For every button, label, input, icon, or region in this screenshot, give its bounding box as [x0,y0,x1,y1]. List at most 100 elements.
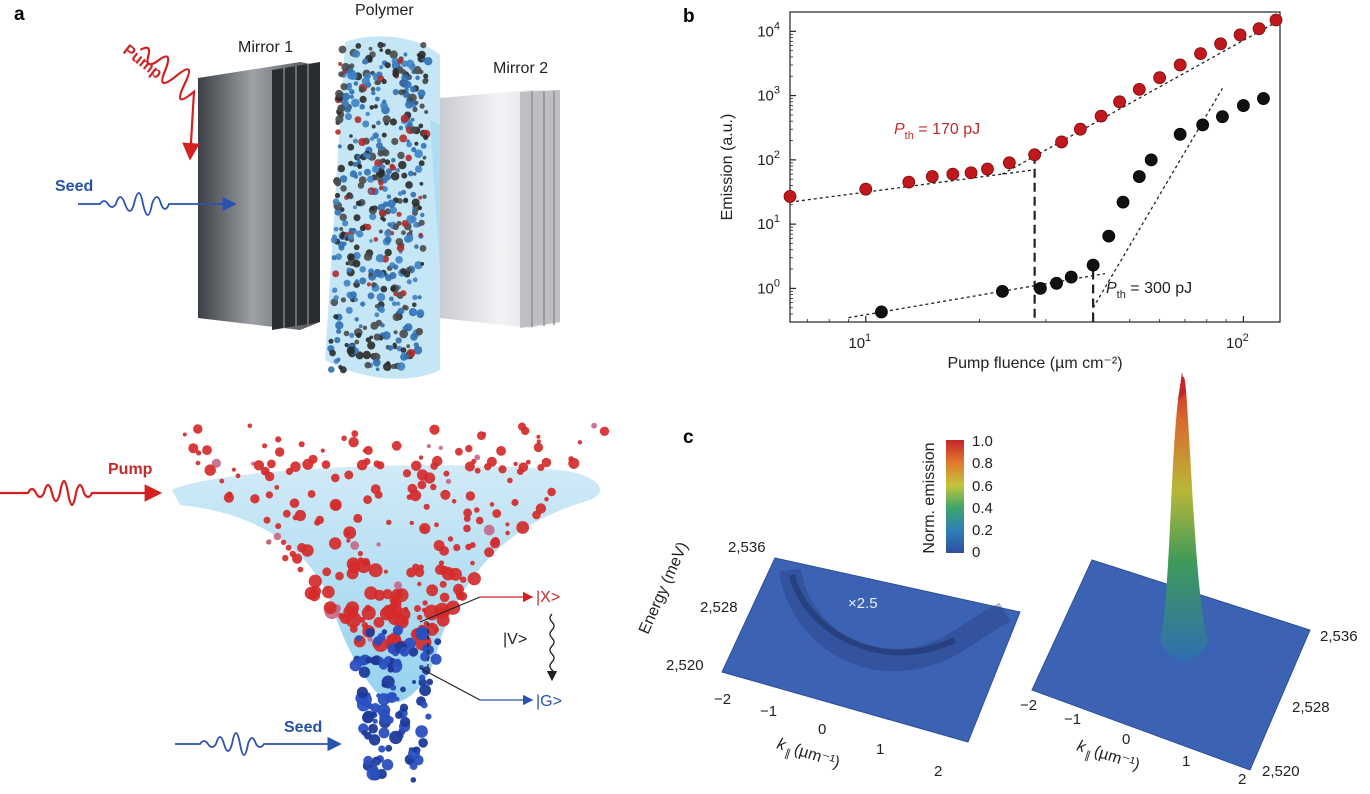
k-tick-right: −1 [1064,711,1081,728]
vibrational-relaxation-arrow [546,613,558,682]
panel-label-a: a [14,4,25,25]
data-point-black [1050,276,1063,290]
data-point-black [995,284,1009,298]
energy-tick-right: 2,536 [1320,628,1358,645]
panel-c: c Norm. emission 1.0 0.8 0.6 0.4 0.2 0 ×… [636,372,1358,788]
data-point-red [1153,71,1167,85]
state-g-label: |G> [536,693,562,710]
data-point-red [1233,28,1247,42]
seed-label-upper: Seed [55,178,93,195]
polymer-particles [327,41,433,374]
k-tick-left: 1 [876,741,884,758]
k-tick-left: 0 [818,721,826,738]
energy-tick-left: 2,520 [666,657,704,674]
data-point-black [875,305,888,319]
x-tick-label: 102 [1226,332,1249,352]
data-point-red [1113,95,1126,109]
threshold-annotation: Pth = 300 pJ [1106,280,1192,301]
data-point-red [964,166,978,180]
k-tick-right: 0 [1122,731,1130,748]
y-tick-label: 104 [757,20,780,40]
data-point-red [1173,58,1187,72]
k-axis-subscript: ∥ [783,747,792,760]
colorbar-tick: 0.4 [972,500,993,517]
colorbar-tick: 0 [972,544,980,561]
k-axis-label-left: k ∥ (µm⁻¹) [775,736,842,772]
colorbar-tick: 0.6 [972,478,993,495]
data-point-red [1132,82,1146,96]
data-point-red [1002,156,1016,170]
state-x-label: |X> [536,589,560,606]
seed-wave-upper [78,192,237,216]
mirror-1-illustration [198,62,320,330]
polymer-label: Polymer [355,2,414,19]
k-tick-left: −2 [714,691,731,708]
state-g-leader [419,667,481,701]
k-tick-right: −2 [1020,697,1037,714]
data-point-black [1216,110,1229,124]
energy-tick-left: 2,528 [700,599,738,616]
mirror-2-label: Mirror 2 [493,60,548,77]
data-point-red [981,162,994,176]
fit-line [1002,19,1281,175]
data-point-black [1033,281,1047,295]
data-point-black [1237,99,1250,112]
surface-plot-right [1031,372,1311,771]
k-axis-unit: (µm⁻¹) [792,741,842,772]
data-point-red [859,182,873,196]
data-point-black [1132,170,1146,183]
y-tick-label: 101 [757,213,780,233]
pump-wave-lower [0,479,163,507]
k-axis-label-right: k ∥ (µm⁻¹) [1075,738,1142,774]
data-point-red [1094,109,1108,123]
data-point-red [1269,13,1283,27]
threshold-annotation: Pth = 170 pJ [894,121,980,142]
data-point-red [1028,148,1042,162]
data-point-black [1144,153,1158,167]
panel-a: a Mirror 1 Polymer Mirror 2 [14,2,560,379]
colorbar-tick: 1.0 [972,433,993,450]
chart-b-ylabel: Emission (a.u.) [719,114,736,221]
colorbar-ticks: 1.0 0.8 0.6 0.4 0.2 0 [972,433,993,561]
energy-tick-left: 2,536 [728,539,766,556]
data-point-black [1173,127,1187,141]
data-point-red [925,170,939,183]
colorbar-tick: 0.2 [972,522,993,539]
scale-factor-note: ×2.5 [848,595,878,612]
energy-tick-right: 2,528 [1292,699,1330,716]
data-point-black [1116,195,1130,209]
k-tick-right: 2 [1238,771,1246,788]
x-tick-label: 101 [848,332,871,352]
colorbar-tick: 0.8 [972,455,993,472]
energy-axis-label: Energy (meV) [636,540,692,637]
panel-b: b 100 101 102 103 104 101 102 Pth = 170 pJ Pth =… [683,6,1283,372]
data-point-black [1102,229,1116,243]
data-point-black [1064,270,1078,284]
data-point-red [1252,22,1266,36]
data-point-black [1086,258,1100,272]
k-axis-unit: (µm⁻¹) [1092,743,1142,774]
k-tick-left: −1 [760,703,777,720]
data-point-red [1194,47,1207,61]
chart-b-frame [789,11,1281,323]
surface-plot-left [721,557,1021,743]
seed-label-lower: Seed [284,719,322,736]
mirror-1-label: Mirror 1 [238,39,293,56]
energy-tick-right: 2,520 [1262,763,1300,780]
state-x-leader [419,596,481,623]
data-point-red [1055,135,1068,149]
data-point-red [946,167,960,181]
colorbar-label: Norm. emission [921,442,938,553]
data-point-red [902,175,916,189]
y-tick-label: 100 [757,277,780,297]
mirror-2-illustration [440,90,560,328]
panel-label-c: c [683,427,694,448]
colorbar [946,440,964,553]
chart-b-plot: 100 101 102 103 104 101 102 Pth = 170 pJ Pth = 3… [757,11,1283,352]
state-v-label: |V> [503,631,527,648]
pump-label-lower: Pump [108,461,153,478]
k-tick-left: 2 [934,763,942,780]
y-tick-label: 103 [757,85,780,105]
fit-line [789,169,1035,203]
